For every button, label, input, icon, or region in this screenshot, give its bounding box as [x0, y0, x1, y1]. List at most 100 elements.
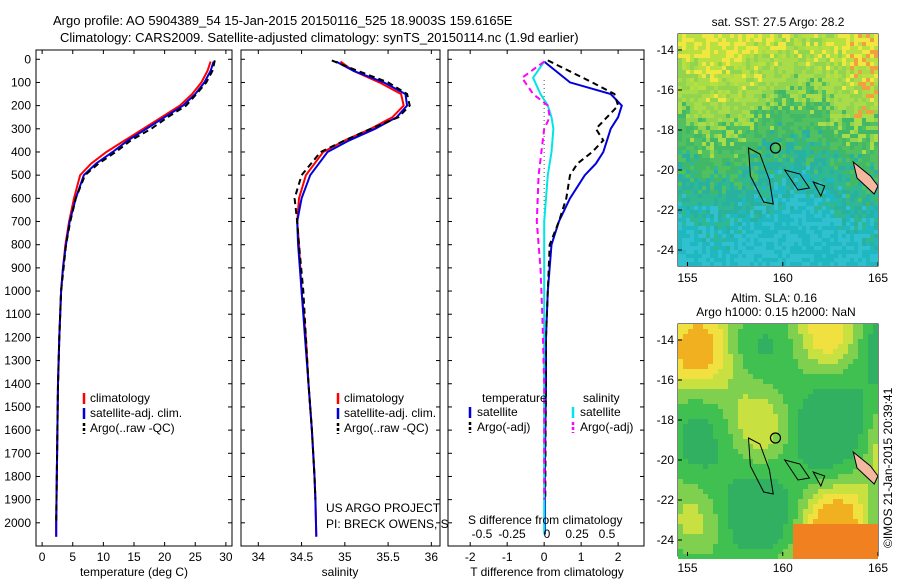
map-cell	[698, 414, 703, 419]
map-cell	[790, 34, 794, 38]
map-cell	[688, 474, 693, 479]
map-cell	[790, 182, 794, 186]
map-cell	[682, 118, 686, 122]
map-cell	[788, 329, 793, 334]
map-cell	[838, 394, 843, 399]
map-cell	[682, 46, 686, 50]
map-cell	[854, 246, 858, 250]
map-cell	[818, 404, 823, 409]
map-cell	[710, 62, 714, 66]
map-cell	[862, 54, 866, 58]
map-cell	[822, 110, 826, 114]
map-cell	[794, 134, 798, 138]
map-cell	[794, 50, 798, 54]
map-cell	[686, 102, 690, 106]
map-cell	[774, 138, 778, 142]
map-cell	[793, 514, 798, 519]
map-cell	[750, 126, 754, 130]
map-cell	[730, 146, 734, 150]
xtick-label: 2	[615, 550, 622, 564]
map-cell	[774, 86, 778, 90]
map-cell	[848, 344, 853, 349]
map-cell	[762, 218, 766, 222]
map-cell	[873, 414, 878, 419]
map-cell	[758, 190, 762, 194]
map-cell	[862, 218, 866, 222]
map-cell	[802, 58, 806, 62]
reef-outline	[812, 181, 826, 198]
map-cell	[738, 174, 742, 178]
map-cell	[683, 364, 688, 369]
map-cell	[830, 54, 834, 58]
map-cell	[703, 409, 708, 414]
map-cell	[733, 469, 738, 474]
map-cell	[790, 154, 794, 158]
map-cell	[702, 42, 706, 46]
map-cell	[806, 94, 810, 98]
map-cell	[753, 404, 758, 409]
map-cell	[853, 364, 858, 369]
map-cell	[854, 218, 858, 222]
map-cell	[750, 190, 754, 194]
map-cell	[822, 158, 826, 162]
map-cell	[690, 98, 694, 102]
map-cell	[702, 254, 706, 258]
map-cell	[793, 324, 798, 329]
map-cell	[850, 186, 854, 190]
map-cell	[710, 42, 714, 46]
map-cell	[863, 344, 868, 349]
map-cell	[798, 38, 802, 42]
map-cell	[854, 202, 858, 206]
map-cell	[738, 34, 742, 38]
map-cell	[830, 114, 834, 118]
map-cell	[842, 138, 846, 142]
map-cell	[798, 42, 802, 46]
map-cell	[714, 242, 718, 246]
map-cell	[703, 354, 708, 359]
map-cell	[746, 102, 750, 106]
map-cell	[866, 122, 870, 126]
map-cell	[786, 110, 790, 114]
map-cell	[868, 494, 873, 499]
map-cell	[822, 106, 826, 110]
map-cell	[806, 98, 810, 102]
map-cell	[728, 374, 733, 379]
map-cell	[798, 404, 803, 409]
map-cell	[768, 449, 773, 454]
map-cell	[726, 230, 730, 234]
map-cell	[690, 222, 694, 226]
map-cell	[698, 354, 703, 359]
map-cell	[694, 78, 698, 82]
map-cell	[730, 114, 734, 118]
map-cell	[798, 126, 802, 130]
map-cell	[770, 170, 774, 174]
map-cell	[823, 359, 828, 364]
map-cell	[763, 424, 768, 429]
map-cell	[738, 399, 743, 404]
map-cell	[778, 324, 783, 329]
map-cell	[866, 134, 870, 138]
map-cell	[754, 230, 758, 234]
map-cell	[738, 262, 742, 266]
map-cell	[828, 374, 833, 379]
map-cell	[786, 98, 790, 102]
map-cell	[803, 484, 808, 489]
map-cell	[708, 469, 713, 474]
map-cell	[773, 414, 778, 419]
map-cell	[803, 504, 808, 509]
map-cell	[734, 82, 738, 86]
map-cell	[828, 384, 833, 389]
map-cell	[803, 509, 808, 514]
map-cell	[698, 549, 703, 554]
map-cell	[788, 479, 793, 484]
map-cell	[688, 354, 693, 359]
map-cell	[866, 66, 870, 70]
map-cell	[730, 126, 734, 130]
map-cell	[698, 534, 703, 539]
map-cell	[848, 534, 853, 539]
map-cell	[693, 459, 698, 464]
map-cell	[826, 186, 830, 190]
map-cell	[758, 102, 762, 106]
map-cell	[734, 138, 738, 142]
map-cell	[738, 504, 743, 509]
